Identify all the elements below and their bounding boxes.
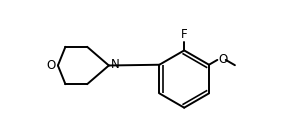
Text: N: N [111,58,119,71]
Text: O: O [218,53,227,66]
Text: F: F [181,28,188,41]
Text: O: O [46,59,56,72]
